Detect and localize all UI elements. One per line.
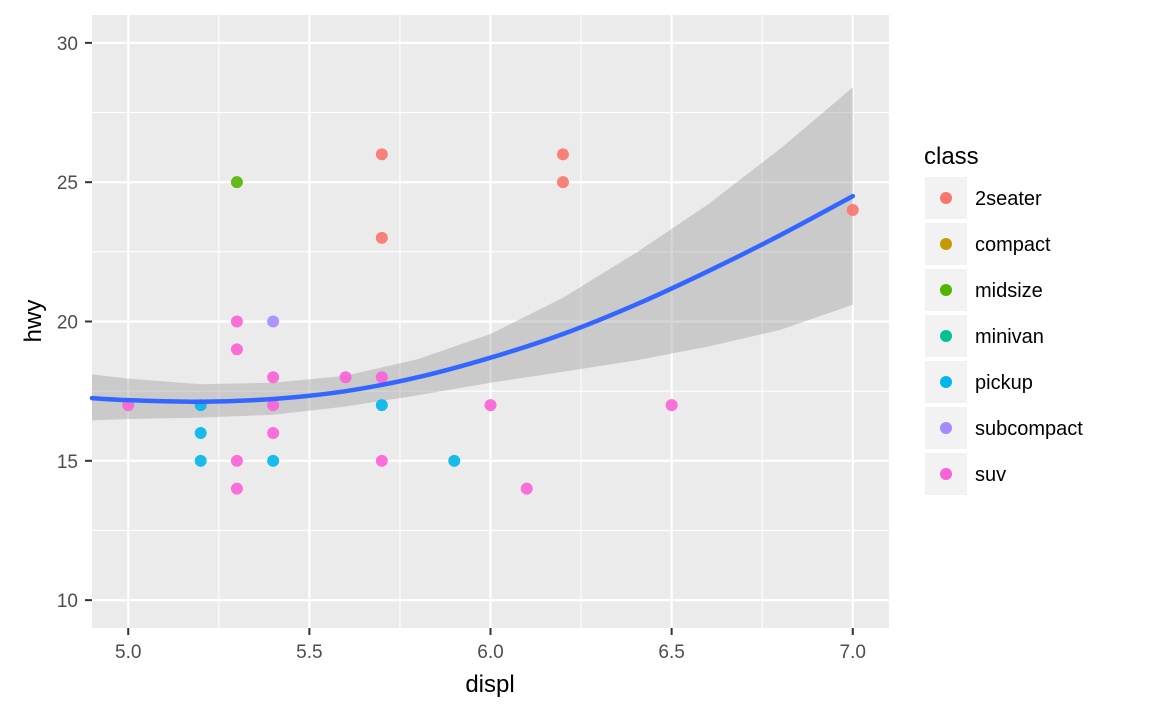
x-tick-label: 5.5 <box>296 642 322 663</box>
point-pickup <box>375 399 388 412</box>
y-tick-label: 20 <box>57 313 78 334</box>
legend-swatch-suv <box>940 468 952 480</box>
smooth-confidence-band <box>92 87 853 421</box>
point-midsize <box>230 176 243 189</box>
y-axis-title: hwy <box>20 300 47 343</box>
x-tick-label: 7.0 <box>840 642 866 663</box>
x-tick-label: 6.0 <box>477 642 503 663</box>
legend-swatch-pickup <box>940 376 952 388</box>
point-subcompact <box>267 315 280 328</box>
x-axis: 5.0 5.5 6.0 6.5 7.0 <box>115 628 866 663</box>
y-tick-label: 30 <box>57 34 78 55</box>
point-suv <box>375 454 388 467</box>
x-axis-title: displ <box>465 671 514 698</box>
point-suv <box>520 482 533 495</box>
legend-label-pickup: pickup <box>975 372 1033 394</box>
y-tick-label: 25 <box>57 173 78 194</box>
legend-label-2seater: 2seater <box>975 188 1042 210</box>
legend: class 2seater compact midsize minivan pickup… <box>924 143 1083 495</box>
y-tick-label: 15 <box>57 452 78 473</box>
smooth-line <box>89 193 856 404</box>
point-suv <box>339 371 352 384</box>
legend-label-midsize: midsize <box>975 280 1043 302</box>
legend-label-minivan: minivan <box>975 326 1044 348</box>
point-suv <box>375 371 388 384</box>
point-suv <box>230 315 243 328</box>
legend-swatch-compact <box>940 238 952 250</box>
legend-swatch-minivan <box>940 330 952 342</box>
x-tick-label: 5.0 <box>115 642 141 663</box>
point-pickup <box>194 454 207 467</box>
point-suv <box>230 343 243 356</box>
point-suv <box>267 426 280 439</box>
point-2seater <box>375 231 388 244</box>
point-suv <box>230 482 243 495</box>
point-suv <box>665 399 678 412</box>
grid-major <box>92 15 889 628</box>
legend-swatch-subcompact <box>940 422 952 434</box>
y-axis: 10 15 20 25 30 <box>57 34 92 612</box>
legend-label-suv: suv <box>975 464 1006 486</box>
point-2seater <box>375 148 388 161</box>
point-2seater <box>556 148 569 161</box>
point-suv <box>267 371 280 384</box>
legend-swatch-2seater <box>940 192 952 204</box>
point-suv <box>230 454 243 467</box>
y-tick-label: 10 <box>57 591 78 612</box>
point-pickup <box>194 426 207 439</box>
point-2seater <box>846 204 859 217</box>
legend-swatch-midsize <box>940 284 952 296</box>
point-suv <box>267 399 280 412</box>
point-suv <box>484 399 497 412</box>
legend-title: class <box>924 143 979 170</box>
data-points <box>122 148 859 495</box>
legend-label-compact: compact <box>975 234 1051 256</box>
legend-label-subcompact: subcompact <box>975 418 1083 440</box>
point-pickup <box>267 454 280 467</box>
x-tick-label: 6.5 <box>658 642 684 663</box>
point-pickup <box>448 454 461 467</box>
point-2seater <box>556 176 569 189</box>
